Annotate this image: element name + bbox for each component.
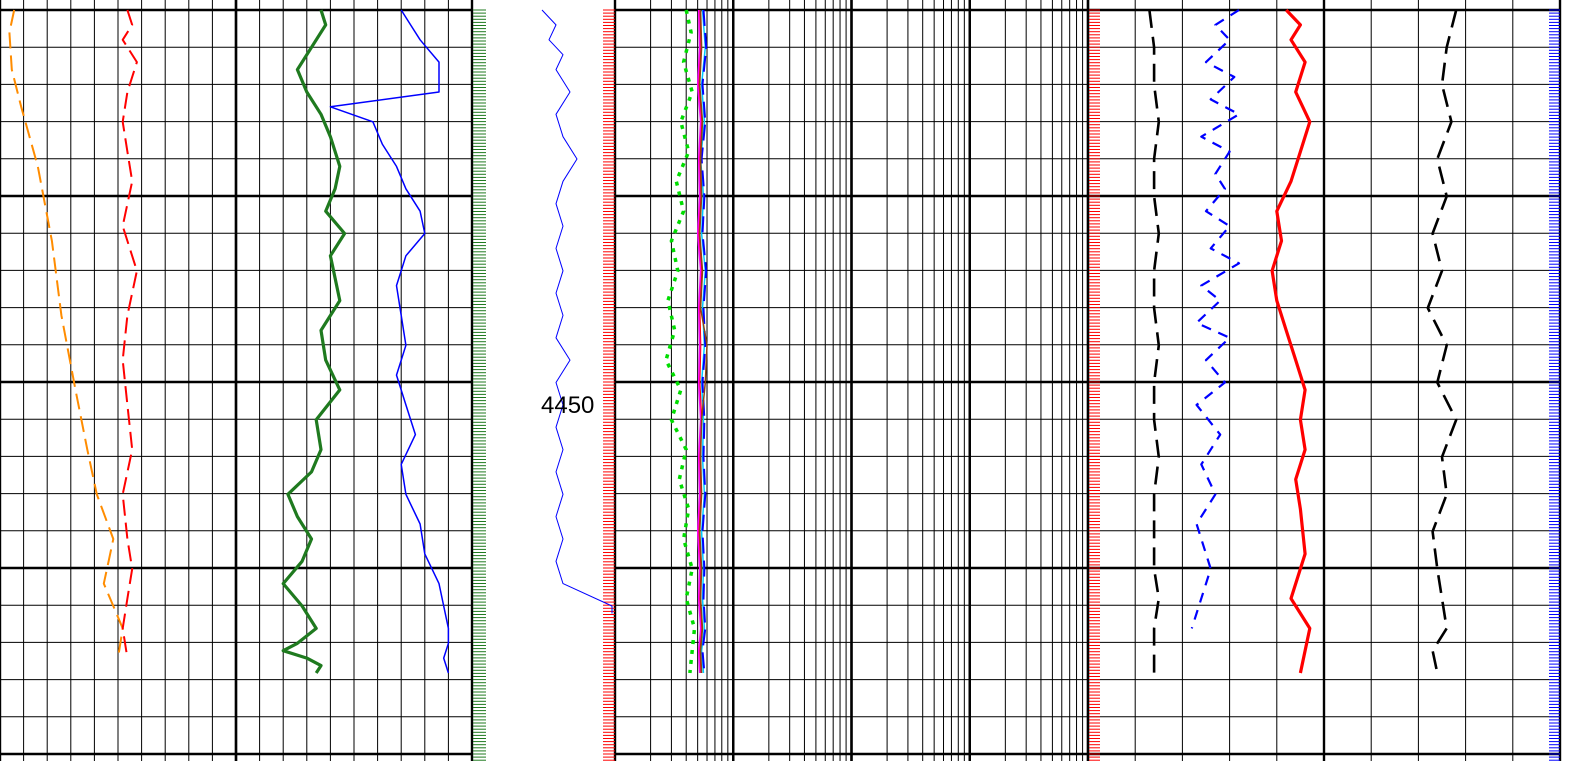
track-5-curve-0	[1148, 9, 1161, 673]
track-5-curve-2	[1270, 8, 1312, 674]
resistivity-log-curve-5	[698, 9, 708, 674]
track-5-curve-1	[1190, 9, 1241, 629]
resistivity-log-curve-3	[697, 9, 703, 674]
track-5-curve-3	[1426, 9, 1458, 674]
depth-curve-0	[541, 9, 613, 614]
curve-layer	[8, 8, 1458, 674]
resistivity-log-curve-0	[664, 9, 697, 674]
label-layer: 4450	[541, 392, 594, 419]
track-2-curve-1	[329, 9, 450, 674]
resistivity-log-curve-4	[696, 9, 702, 674]
track-1-curve-0	[8, 9, 124, 659]
track-2-curve-0	[281, 9, 347, 674]
track-1-curve-1	[121, 9, 138, 659]
depth-label-4450: 4450	[541, 392, 594, 419]
resistivity-log-curve-2	[700, 9, 708, 674]
